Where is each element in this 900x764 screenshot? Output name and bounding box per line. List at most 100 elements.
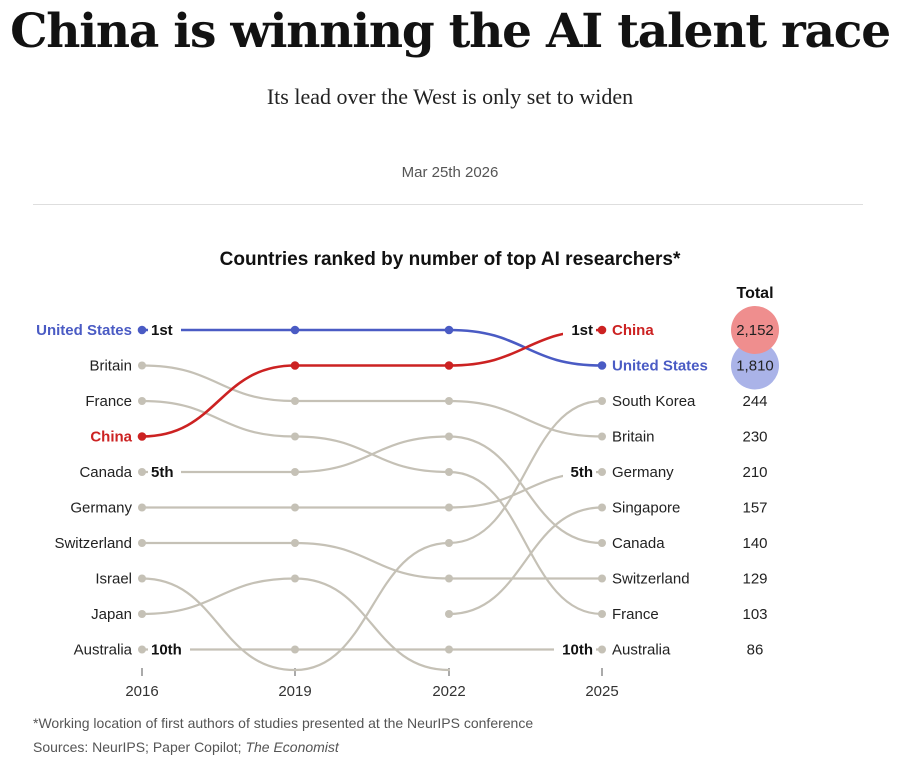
total-value-china: 2,152 bbox=[736, 322, 774, 339]
series-line-canada bbox=[140, 435, 604, 545]
rank-label-bg bbox=[148, 640, 190, 659]
point-germany-2019 bbox=[291, 503, 299, 512]
rank-label-bg bbox=[554, 640, 596, 659]
total-value-south-korea: 244 bbox=[742, 393, 767, 410]
point-canada-2016 bbox=[138, 468, 146, 476]
chart-title: Countries ranked by number of top AI res… bbox=[220, 249, 681, 270]
rank-label-bg bbox=[148, 463, 181, 481]
label-2025-france: France bbox=[612, 606, 659, 623]
series-line-britain bbox=[140, 364, 604, 438]
publish-date: Mar 25th 2026 bbox=[401, 164, 499, 181]
x-tick-label-2022: 2022 bbox=[432, 683, 465, 700]
total-value-britain: 230 bbox=[742, 429, 767, 446]
series-line-israel bbox=[140, 577, 297, 672]
point-britain-2025 bbox=[598, 432, 606, 441]
label-2025-south-korea: South Korea bbox=[612, 393, 696, 410]
point-united-states-2022 bbox=[444, 325, 454, 335]
point-australia-2019 bbox=[291, 645, 299, 654]
point-united-states-2019 bbox=[290, 325, 300, 335]
point-france-2019 bbox=[291, 432, 299, 441]
series-line-united-states bbox=[140, 328, 604, 367]
label-2016-israel: Israel bbox=[95, 571, 132, 588]
x-tick-label-2016: 2016 bbox=[125, 683, 158, 700]
point-france-2025 bbox=[598, 610, 606, 618]
point-germany-2016 bbox=[138, 503, 146, 512]
point-germany-2025 bbox=[598, 468, 606, 476]
series-line-china bbox=[140, 328, 604, 438]
rank-label-bg bbox=[563, 463, 596, 481]
rank-label-bg bbox=[563, 321, 596, 339]
sources-text: Sources: NeurIPS; Paper Copilot; bbox=[33, 739, 246, 755]
point-france-2022 bbox=[445, 468, 453, 476]
point-australia-2022 bbox=[445, 645, 453, 654]
label-2025-canada: Canada bbox=[612, 535, 665, 552]
label-2016-france: France bbox=[85, 393, 132, 410]
total-value-canada: 140 bbox=[742, 535, 767, 552]
total-bubble-china bbox=[731, 306, 779, 354]
point-canada-2019 bbox=[291, 468, 299, 476]
rank-label-5th-2016: 5th bbox=[151, 464, 174, 481]
point-australia-2025 bbox=[598, 645, 606, 654]
point-singapore-2025 bbox=[598, 503, 606, 512]
x-tick-label-2019: 2019 bbox=[278, 683, 311, 700]
total-value-singapore: 157 bbox=[742, 500, 767, 517]
label-2016-canada: Canada bbox=[79, 464, 132, 481]
label-2025-australia: Australia bbox=[612, 642, 671, 659]
label-2025-britain: Britain bbox=[612, 429, 655, 446]
series-line-switzerland bbox=[140, 541, 604, 580]
total-value-switzerland: 129 bbox=[742, 571, 767, 588]
point-israel-2016 bbox=[138, 574, 146, 583]
bump-chart: Countries ranked by number of top AI res… bbox=[36, 249, 779, 700]
total-header: Total bbox=[736, 285, 773, 302]
label-2016-switzerland: Switzerland bbox=[54, 535, 132, 552]
point-britain-2016 bbox=[138, 361, 146, 370]
point-switzerland-2022 bbox=[445, 574, 453, 583]
headline: China is winning the AI talent race bbox=[10, 4, 891, 59]
rank-label-1st-2016: 1st bbox=[151, 322, 173, 339]
label-2016-australia: Australia bbox=[74, 642, 133, 659]
point-australia-2016 bbox=[138, 645, 146, 654]
label-2016-germany: Germany bbox=[70, 500, 132, 517]
subtitle: Its lead over the West is only set to wi… bbox=[266, 84, 634, 109]
label-2016-china: China bbox=[90, 429, 132, 446]
point-switzerland-2019 bbox=[291, 539, 299, 547]
label-2025-singapore: Singapore bbox=[612, 500, 680, 517]
label-2025-united-states: United States bbox=[612, 358, 708, 375]
point-china-2016 bbox=[137, 432, 147, 441]
series-line-south-korea bbox=[293, 399, 604, 672]
rank-label-10th-2025: 10th bbox=[562, 642, 593, 659]
point-britain-2019 bbox=[291, 397, 299, 405]
label-2025-switzerland: Switzerland bbox=[612, 571, 690, 588]
total-bubble-united-states bbox=[731, 341, 779, 390]
point-canada-2025 bbox=[598, 539, 606, 547]
point-china-2019 bbox=[290, 361, 300, 370]
total-value-united-states: 1,810 bbox=[736, 358, 774, 375]
point-japan-2019 bbox=[291, 574, 299, 583]
point-switzerland-2025 bbox=[598, 574, 606, 583]
series-line-japan bbox=[140, 577, 451, 672]
rank-label-bg bbox=[148, 321, 181, 339]
point-china-2022 bbox=[444, 361, 454, 370]
point-south-korea-2025 bbox=[598, 397, 606, 405]
point-britain-2022 bbox=[445, 397, 453, 405]
total-value-australia: 86 bbox=[747, 642, 764, 659]
point-germany-2022 bbox=[445, 503, 453, 512]
point-united-states-2016 bbox=[137, 325, 147, 335]
point-united-states-2025 bbox=[597, 361, 607, 370]
sources: Sources: NeurIPS; Paper Copilot; The Eco… bbox=[33, 739, 339, 755]
rank-label-10th-2016: 10th bbox=[151, 642, 182, 659]
point-canada-2022 bbox=[445, 432, 453, 441]
point-singapore-2022 bbox=[445, 610, 453, 618]
rank-label-5th-2025: 5th bbox=[571, 464, 594, 481]
total-value-france: 103 bbox=[742, 606, 767, 623]
x-tick-label-2025: 2025 bbox=[585, 683, 618, 700]
label-2025-germany: Germany bbox=[612, 464, 674, 481]
point-japan-2016 bbox=[138, 610, 146, 618]
divider bbox=[33, 204, 863, 205]
point-south-korea-2022 bbox=[445, 539, 453, 547]
footnote: *Working location of first authors of st… bbox=[33, 715, 534, 731]
label-2025-china: China bbox=[612, 322, 654, 339]
sources-publication: The Economist bbox=[245, 739, 339, 755]
total-value-germany: 210 bbox=[742, 464, 767, 481]
rank-label-1st-2025: 1st bbox=[571, 322, 593, 339]
